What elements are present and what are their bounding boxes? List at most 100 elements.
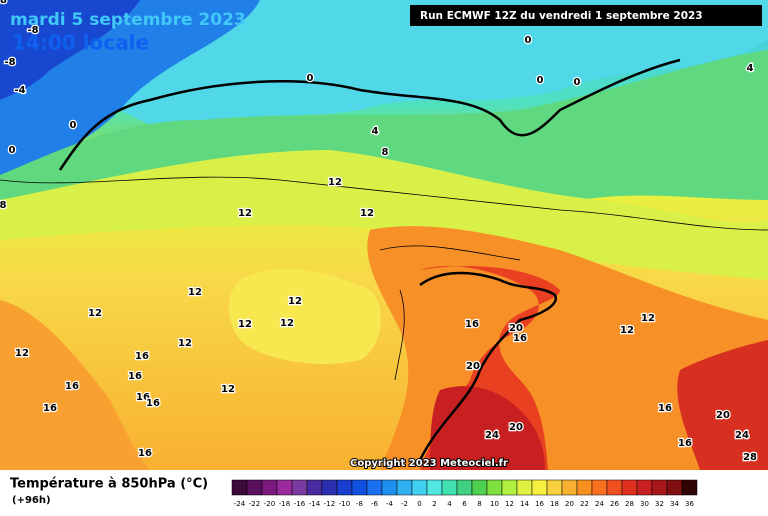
contour-label: 16 bbox=[678, 438, 692, 449]
scale-label: 34 bbox=[670, 500, 679, 508]
contour-label: 0 bbox=[70, 120, 77, 131]
run-box bbox=[410, 5, 762, 26]
scale-label: 30 bbox=[640, 500, 649, 508]
contour-label: 0 bbox=[9, 145, 16, 156]
run-info: Run ECMWF 12Z du vendredi 1 septembre 20… bbox=[420, 10, 703, 22]
scale-swatch bbox=[531, 479, 548, 496]
scale-swatch bbox=[606, 479, 623, 496]
scale-swatch bbox=[471, 479, 488, 496]
contour-label: 12 bbox=[620, 325, 634, 336]
scale-label: 16 bbox=[535, 500, 544, 508]
scale-swatch bbox=[651, 479, 668, 496]
scale-swatch bbox=[321, 479, 338, 496]
contour-label: 12 bbox=[88, 308, 102, 319]
scale-label: -8 bbox=[356, 500, 363, 508]
contour-label: 12 bbox=[15, 348, 29, 359]
contour-label: 12 bbox=[328, 177, 342, 188]
scale-label: 6 bbox=[462, 500, 467, 508]
contour-label: 12 bbox=[221, 384, 235, 395]
scale-swatch bbox=[426, 479, 443, 496]
scale-swatch bbox=[261, 479, 278, 496]
contour-label: 20 bbox=[509, 323, 523, 334]
scale-swatch bbox=[516, 479, 533, 496]
contour-label: 12 bbox=[238, 319, 252, 330]
contour-label: 24 bbox=[485, 430, 499, 441]
contour-label: 16 bbox=[513, 333, 527, 344]
scale-swatch bbox=[366, 479, 383, 496]
contour-label: 12 bbox=[188, 287, 202, 298]
contour-label: 0 bbox=[525, 35, 532, 46]
contour-label: -8 bbox=[4, 57, 15, 68]
scale-swatch bbox=[621, 479, 638, 496]
scale-swatch bbox=[681, 479, 698, 496]
scale-swatch bbox=[306, 479, 323, 496]
scale-label: 20 bbox=[565, 500, 574, 508]
scale-swatch bbox=[276, 479, 293, 496]
map-background bbox=[0, 0, 768, 470]
scale-swatch bbox=[381, 479, 398, 496]
contour-label: 16 bbox=[43, 403, 57, 414]
scale-swatch bbox=[591, 479, 608, 496]
legend-title: Température à 850hPa (°C) bbox=[10, 477, 208, 492]
scale-label: 36 bbox=[685, 500, 694, 508]
contour-label: 24 bbox=[735, 430, 749, 441]
contour-label: 16 bbox=[138, 448, 152, 459]
scale-swatch bbox=[636, 479, 653, 496]
scale-label: -18 bbox=[279, 500, 290, 508]
contour-label: -4 bbox=[14, 85, 25, 96]
contour-label: 12 bbox=[641, 313, 655, 324]
lead-time: (+96h) bbox=[12, 495, 51, 506]
contours bbox=[0, 58, 768, 461]
contour-label: 4 bbox=[372, 126, 379, 137]
scale-swatch bbox=[246, 479, 263, 496]
contour-label: 0 bbox=[574, 77, 581, 88]
contour-label: 20 bbox=[466, 361, 480, 372]
scale-label: -24 bbox=[234, 500, 246, 508]
contour-label: 28 bbox=[0, 0, 7, 6]
contour-label: 12 bbox=[238, 208, 252, 219]
contour-label: 16 bbox=[465, 319, 479, 330]
map-title: mardi 5 septembre 2023 bbox=[10, 10, 246, 30]
contour-label: 16 bbox=[65, 381, 79, 392]
contour-label: 8 bbox=[382, 147, 389, 158]
contour-label: 16 bbox=[146, 398, 160, 409]
scale-swatch bbox=[576, 479, 593, 496]
contour-label: 16 bbox=[135, 351, 149, 362]
scale-label: 26 bbox=[610, 500, 619, 508]
contour-label: 0 bbox=[537, 75, 544, 86]
scale-label: 10 bbox=[490, 500, 499, 508]
scale-swatch bbox=[486, 479, 503, 496]
scale-label: 2 bbox=[432, 500, 436, 508]
scale-label: 4 bbox=[447, 500, 452, 508]
scale-swatch bbox=[546, 479, 563, 496]
scale-label: 32 bbox=[655, 500, 664, 508]
contour-label: 20 bbox=[509, 422, 523, 433]
scale-label: -2 bbox=[401, 500, 408, 508]
scale-label: 22 bbox=[580, 500, 589, 508]
scale-label: -20 bbox=[264, 500, 275, 508]
contour-label: 20 bbox=[716, 410, 730, 421]
scale-label: -14 bbox=[309, 500, 321, 508]
scale-label: 14 bbox=[520, 500, 529, 508]
contour-label: 4 bbox=[747, 63, 754, 74]
contour-label: 16 bbox=[658, 403, 672, 414]
scale-label: -4 bbox=[386, 500, 394, 508]
scale-label: -10 bbox=[339, 500, 350, 508]
map-time: 14:00 locale bbox=[12, 31, 149, 55]
scale-swatch bbox=[231, 479, 248, 496]
scale-label: -22 bbox=[249, 500, 260, 508]
scale-swatch bbox=[291, 479, 308, 496]
scale-label: -16 bbox=[294, 500, 306, 508]
contour-label: 12 bbox=[178, 338, 192, 349]
scale-swatch bbox=[456, 479, 473, 496]
scale-label: 18 bbox=[550, 500, 559, 508]
contour-label: 12 bbox=[360, 208, 374, 219]
contour-label: 16 bbox=[128, 371, 142, 382]
contour-label: 8 bbox=[0, 200, 7, 211]
contour-label: 28 bbox=[743, 452, 757, 463]
scale-label: 28 bbox=[625, 500, 634, 508]
scale-label: 12 bbox=[505, 500, 514, 508]
